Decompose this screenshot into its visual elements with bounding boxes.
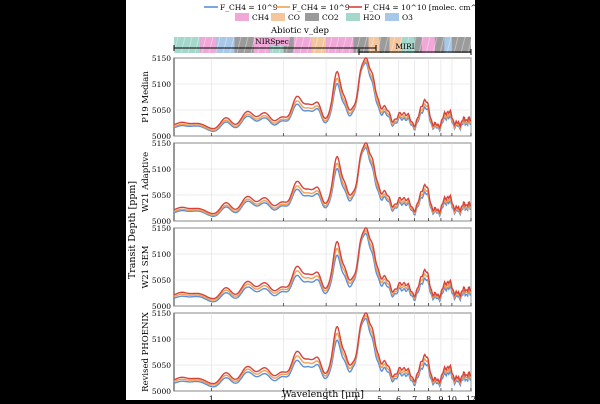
y-tick-label: 5050 [152,361,171,370]
band-strip-title: Abiotic v_dep [270,26,330,36]
y-tick-label: 5150 [152,54,171,63]
series-line-0 [173,317,472,389]
band-segment [379,37,390,53]
species-swatch-co2 [305,13,319,21]
species-label-h2o: H2O [363,13,380,22]
x-tick-label: 7 [412,395,417,400]
species-label-co2: CO2 [322,13,339,22]
x-tick-label: 5 [377,395,382,400]
species-label-ch4: CH4 [252,13,269,22]
x-tick-label: 6 [396,395,401,400]
band-segment [234,37,254,53]
species-swatch-co [271,13,285,21]
y-tick-label: 5000 [152,387,171,396]
band-segment [216,37,235,53]
band-segment [434,37,445,53]
panel-y-label: W21 Adaptive [141,152,151,212]
y-tick-label: 5100 [152,335,171,344]
species-label-o3: O3 [402,13,413,22]
y-tick-label: 5050 [152,191,171,200]
series-line-1 [173,315,472,387]
plot-area [173,227,472,307]
nirspec-label: NIRSpec [255,37,289,46]
series-line-0 [173,146,472,218]
legend-label-2: F_CH4 = 10^10 [molec. cm^-2 s^-1] [364,3,475,12]
legend-series-0: F_CH4 = 10^9 [204,3,278,12]
species-swatch-h2o [346,13,360,21]
y-tick-label: 5150 [152,309,171,318]
band-segment [174,37,201,53]
miri-label: MIRI [395,42,414,51]
panel-y-label: P19 Median [141,71,151,123]
y-tick-label: 5000 [152,302,171,311]
species-swatch-ch4 [235,13,249,21]
band-segment [326,37,340,53]
y-tick-label: 5100 [152,250,171,259]
band-segment [414,37,422,53]
series-line-2 [173,142,472,215]
legend: F_CH4 = 10^9 F_CH4 = 10^9 F_CH4 = 10^10 … [204,3,507,12]
series-line-2 [173,312,472,385]
chart-svg: F_CH4 = 10^9 F_CH4 = 10^9 F_CH4 = 10^10 … [127,3,507,404]
y-tick-label: 5050 [152,106,171,115]
y-tick-label: 5000 [152,217,171,226]
legend-label-1: F_CH4 = 10^9 [292,3,350,12]
figure: F_CH4 = 10^9 F_CH4 = 10^9 F_CH4 = 10^10 … [126,0,507,404]
band-segment [451,37,471,53]
y-tick-label: 5000 [152,132,171,141]
legend-series-1: F_CH4 = 10^9 [276,3,350,12]
series-line-1 [173,145,472,217]
panel-y-label: Revised PHOENIX [141,311,151,392]
series-line-0 [173,232,472,304]
y-tick-label: 5050 [152,276,171,285]
x-tick-label: 9 [438,395,443,400]
series-line-1 [173,60,472,132]
band-segment [311,37,327,53]
x-tick-label: 1 [209,395,214,400]
y-tick-label: 5100 [152,165,171,174]
band-segment [401,37,415,53]
species-swatch-o3 [385,13,399,21]
band-segment [368,37,380,53]
band-segment [421,37,435,53]
x-tick-label: 10 [447,395,457,400]
legend-series-2: F_CH4 = 10^10 [molec. cm^-2 s^-1] [348,3,507,12]
band-segment [353,37,369,53]
band-segment [200,37,217,53]
band-segment [444,37,452,53]
series-line-0 [173,61,472,133]
series-line-2 [173,227,472,300]
x-tick-label: 12 [466,395,475,400]
band-segment [389,37,402,53]
shared-y-label: Transit Depth [ppm] [127,181,138,279]
y-tick-label: 5100 [152,80,171,89]
series-line-2 [173,57,472,130]
x-tick-label: 8 [426,395,431,400]
band-segment [339,37,354,53]
legend-label-0: F_CH4 = 10^9 [220,3,278,12]
y-tick-label: 5150 [152,224,171,233]
instrument-ranges: NIRSpec MIRI [173,37,472,55]
x-axis-label: Wavelength [μm] [282,389,364,400]
panel-y-label: W21 SEM [141,245,151,288]
plot-area [173,312,472,392]
species-legend: CH4 CO CO2 H2O O3 [235,13,413,22]
band-segment [293,37,312,53]
panel-2: 5000 5050 5100 5150 W21 SEM [141,224,472,311]
y-tick-label: 5150 [152,139,171,148]
series-line-1 [173,230,472,302]
species-label-co: CO [288,13,300,22]
band-strip [173,36,473,54]
